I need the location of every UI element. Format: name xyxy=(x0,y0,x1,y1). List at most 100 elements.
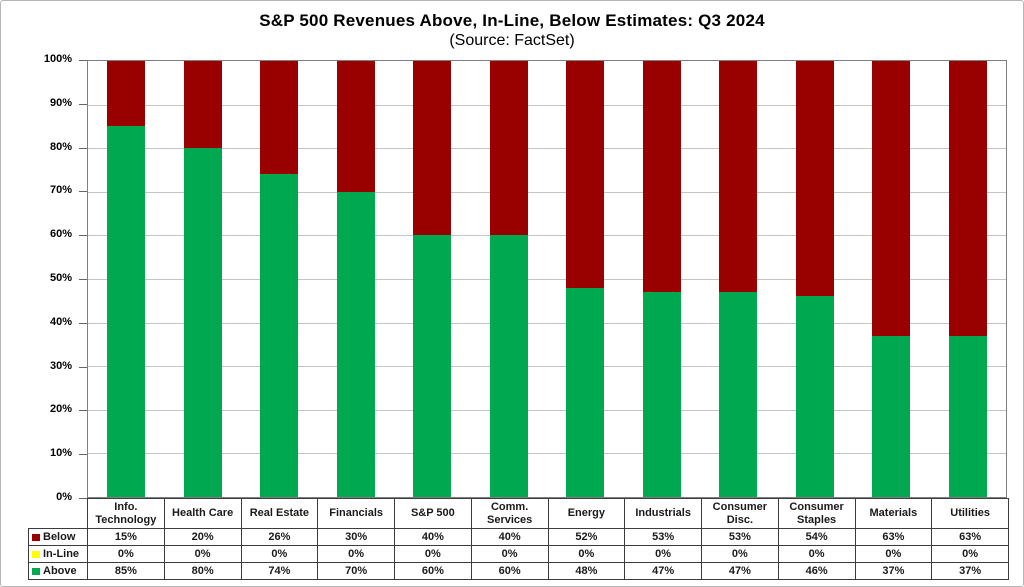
y-axis-tick xyxy=(79,147,87,149)
y-axis: 0% 10% 20% 30% 40% 50% 60% 70% 80% 90% 100% xyxy=(1,53,87,503)
chart-title: S&P 500 Revenues Above, In-Line, Below E… xyxy=(259,11,765,30)
bar-segment-above xyxy=(642,292,681,497)
table-value-cell: 26% xyxy=(240,528,319,546)
y-axis-tick xyxy=(79,191,87,193)
table-header-cell-energy: Energy xyxy=(547,498,626,529)
bar-column-consumer-staples xyxy=(777,61,854,497)
stacked-bar xyxy=(566,61,605,497)
table-value-cell: 0% xyxy=(777,545,856,563)
table-value-cell: 20% xyxy=(163,528,242,546)
stacked-bar xyxy=(872,61,911,497)
bar-segment-above xyxy=(795,296,834,497)
table-value-cell: 0% xyxy=(87,545,165,563)
table-value-cell: 53% xyxy=(701,528,779,546)
table-value-cell: 47% xyxy=(701,562,779,580)
y-axis-tick xyxy=(79,498,87,499)
table-value-cell: 0% xyxy=(701,545,779,563)
table-value-cell: 0% xyxy=(317,545,395,563)
table-value-cell: 52% xyxy=(547,528,626,546)
y-axis-label: 10% xyxy=(49,447,72,460)
bar-segment-above xyxy=(872,335,911,497)
bar-segment-below xyxy=(260,61,299,175)
table-header-cell-consumer-disc: Consumer Disc. xyxy=(701,498,779,529)
legend-swatch-icon xyxy=(32,533,40,541)
y-axis-tick xyxy=(79,366,87,368)
stacked-bar xyxy=(795,61,834,497)
table-header-cell-health-care: Health Care xyxy=(163,498,242,529)
bar-segment-below xyxy=(566,61,605,288)
bar-segment-above xyxy=(336,191,375,497)
bar-column-health-care xyxy=(165,61,242,497)
bar-column-materials xyxy=(853,61,930,497)
table-header-cell-info-technology: Info. Technology xyxy=(87,498,165,529)
y-axis-label: 60% xyxy=(49,228,72,241)
table-row-in-line: In-Line 0% 0% 0% 0% 0% 0% 0% 0% 0% 0% 0% 0% xyxy=(28,545,1009,563)
gridline xyxy=(88,191,1006,193)
data-table-wrap: Info. Technology Health Care Real Estate Fi… xyxy=(28,498,1009,580)
table-value-cell: 53% xyxy=(624,528,702,546)
gridline xyxy=(88,235,1006,237)
table-header-cell-comm-services: Comm. Services xyxy=(470,498,549,529)
table-value-cell: 46% xyxy=(777,562,856,580)
y-axis-tick xyxy=(79,235,87,237)
gridline xyxy=(88,322,1006,324)
stacked-bar xyxy=(719,61,758,497)
y-axis-tick xyxy=(79,279,87,280)
stacked-bar xyxy=(489,61,528,497)
table-value-cell: 54% xyxy=(777,528,856,546)
stacked-bar xyxy=(260,61,299,497)
legend-entry: Above xyxy=(30,564,87,579)
table-value-cell: 0% xyxy=(624,545,702,563)
y-axis-tick xyxy=(79,60,87,61)
bar-segment-above xyxy=(260,174,299,497)
table-value-cell: 60% xyxy=(470,562,549,580)
bar-segment-below xyxy=(719,61,758,293)
legend-swatch-icon xyxy=(32,550,40,558)
stacked-bar xyxy=(642,61,681,497)
table-value-cell: 30% xyxy=(317,528,395,546)
bar-segment-above xyxy=(183,148,222,497)
table-value-cell: 0% xyxy=(394,545,472,563)
stacked-bar xyxy=(107,61,146,497)
bar-column-financials xyxy=(318,61,395,497)
table-header-cell-financials: Financials xyxy=(317,498,395,529)
data-table: Info. Technology Health Care Real Estate Fi… xyxy=(28,498,1009,580)
table-header-cell-industrials: Industrials xyxy=(624,498,702,529)
legend-entry: In-Line xyxy=(30,547,87,562)
chart-area: 0% 10% 20% 30% 40% 50% 60% 70% 80% 90% 100% xyxy=(1,53,1023,503)
bar-column-industrials xyxy=(624,61,701,497)
plot-area xyxy=(87,60,1007,498)
table-legend-cell-in-line: In-Line xyxy=(28,545,88,563)
y-axis-tick xyxy=(79,322,87,324)
table-value-cell: 63% xyxy=(931,528,1009,546)
y-axis-label: 80% xyxy=(49,140,72,153)
table-value-cell: 63% xyxy=(854,528,933,546)
table-value-cell: 40% xyxy=(394,528,472,546)
y-axis-label: 40% xyxy=(49,315,72,328)
bar-segment-below xyxy=(489,61,528,236)
y-axis-label: 100% xyxy=(43,53,72,65)
bar-column-comm-services xyxy=(471,61,548,497)
bar-segment-below xyxy=(948,61,987,336)
table-value-cell: 70% xyxy=(317,562,395,580)
table-header-row: Info. Technology Health Care Real Estate Fi… xyxy=(29,498,1009,529)
legend-label: Above xyxy=(43,564,77,577)
bar-segment-below xyxy=(872,61,911,336)
stacked-bar xyxy=(413,61,452,497)
table-value-cell: 40% xyxy=(470,528,549,546)
y-axis-tick xyxy=(79,410,87,412)
y-axis-label: 70% xyxy=(49,184,72,197)
legend-entry: Below xyxy=(30,530,87,545)
table-value-cell: 0% xyxy=(931,545,1009,563)
bar-segment-below xyxy=(795,61,834,297)
table-value-cell: 85% xyxy=(87,562,165,580)
table-value-cell: 74% xyxy=(240,562,319,580)
bar-segment-below xyxy=(413,61,452,236)
bar-segment-above xyxy=(413,235,452,497)
table-value-cell: 37% xyxy=(931,562,1009,580)
table-row-above: Above 85% 80% 74% 70% 60% 60% 48% 47% 47% 46% 37% 37… xyxy=(28,562,1009,580)
bar-segment-below xyxy=(107,61,146,127)
gridline xyxy=(88,409,1006,411)
bars-layer xyxy=(88,61,1006,497)
